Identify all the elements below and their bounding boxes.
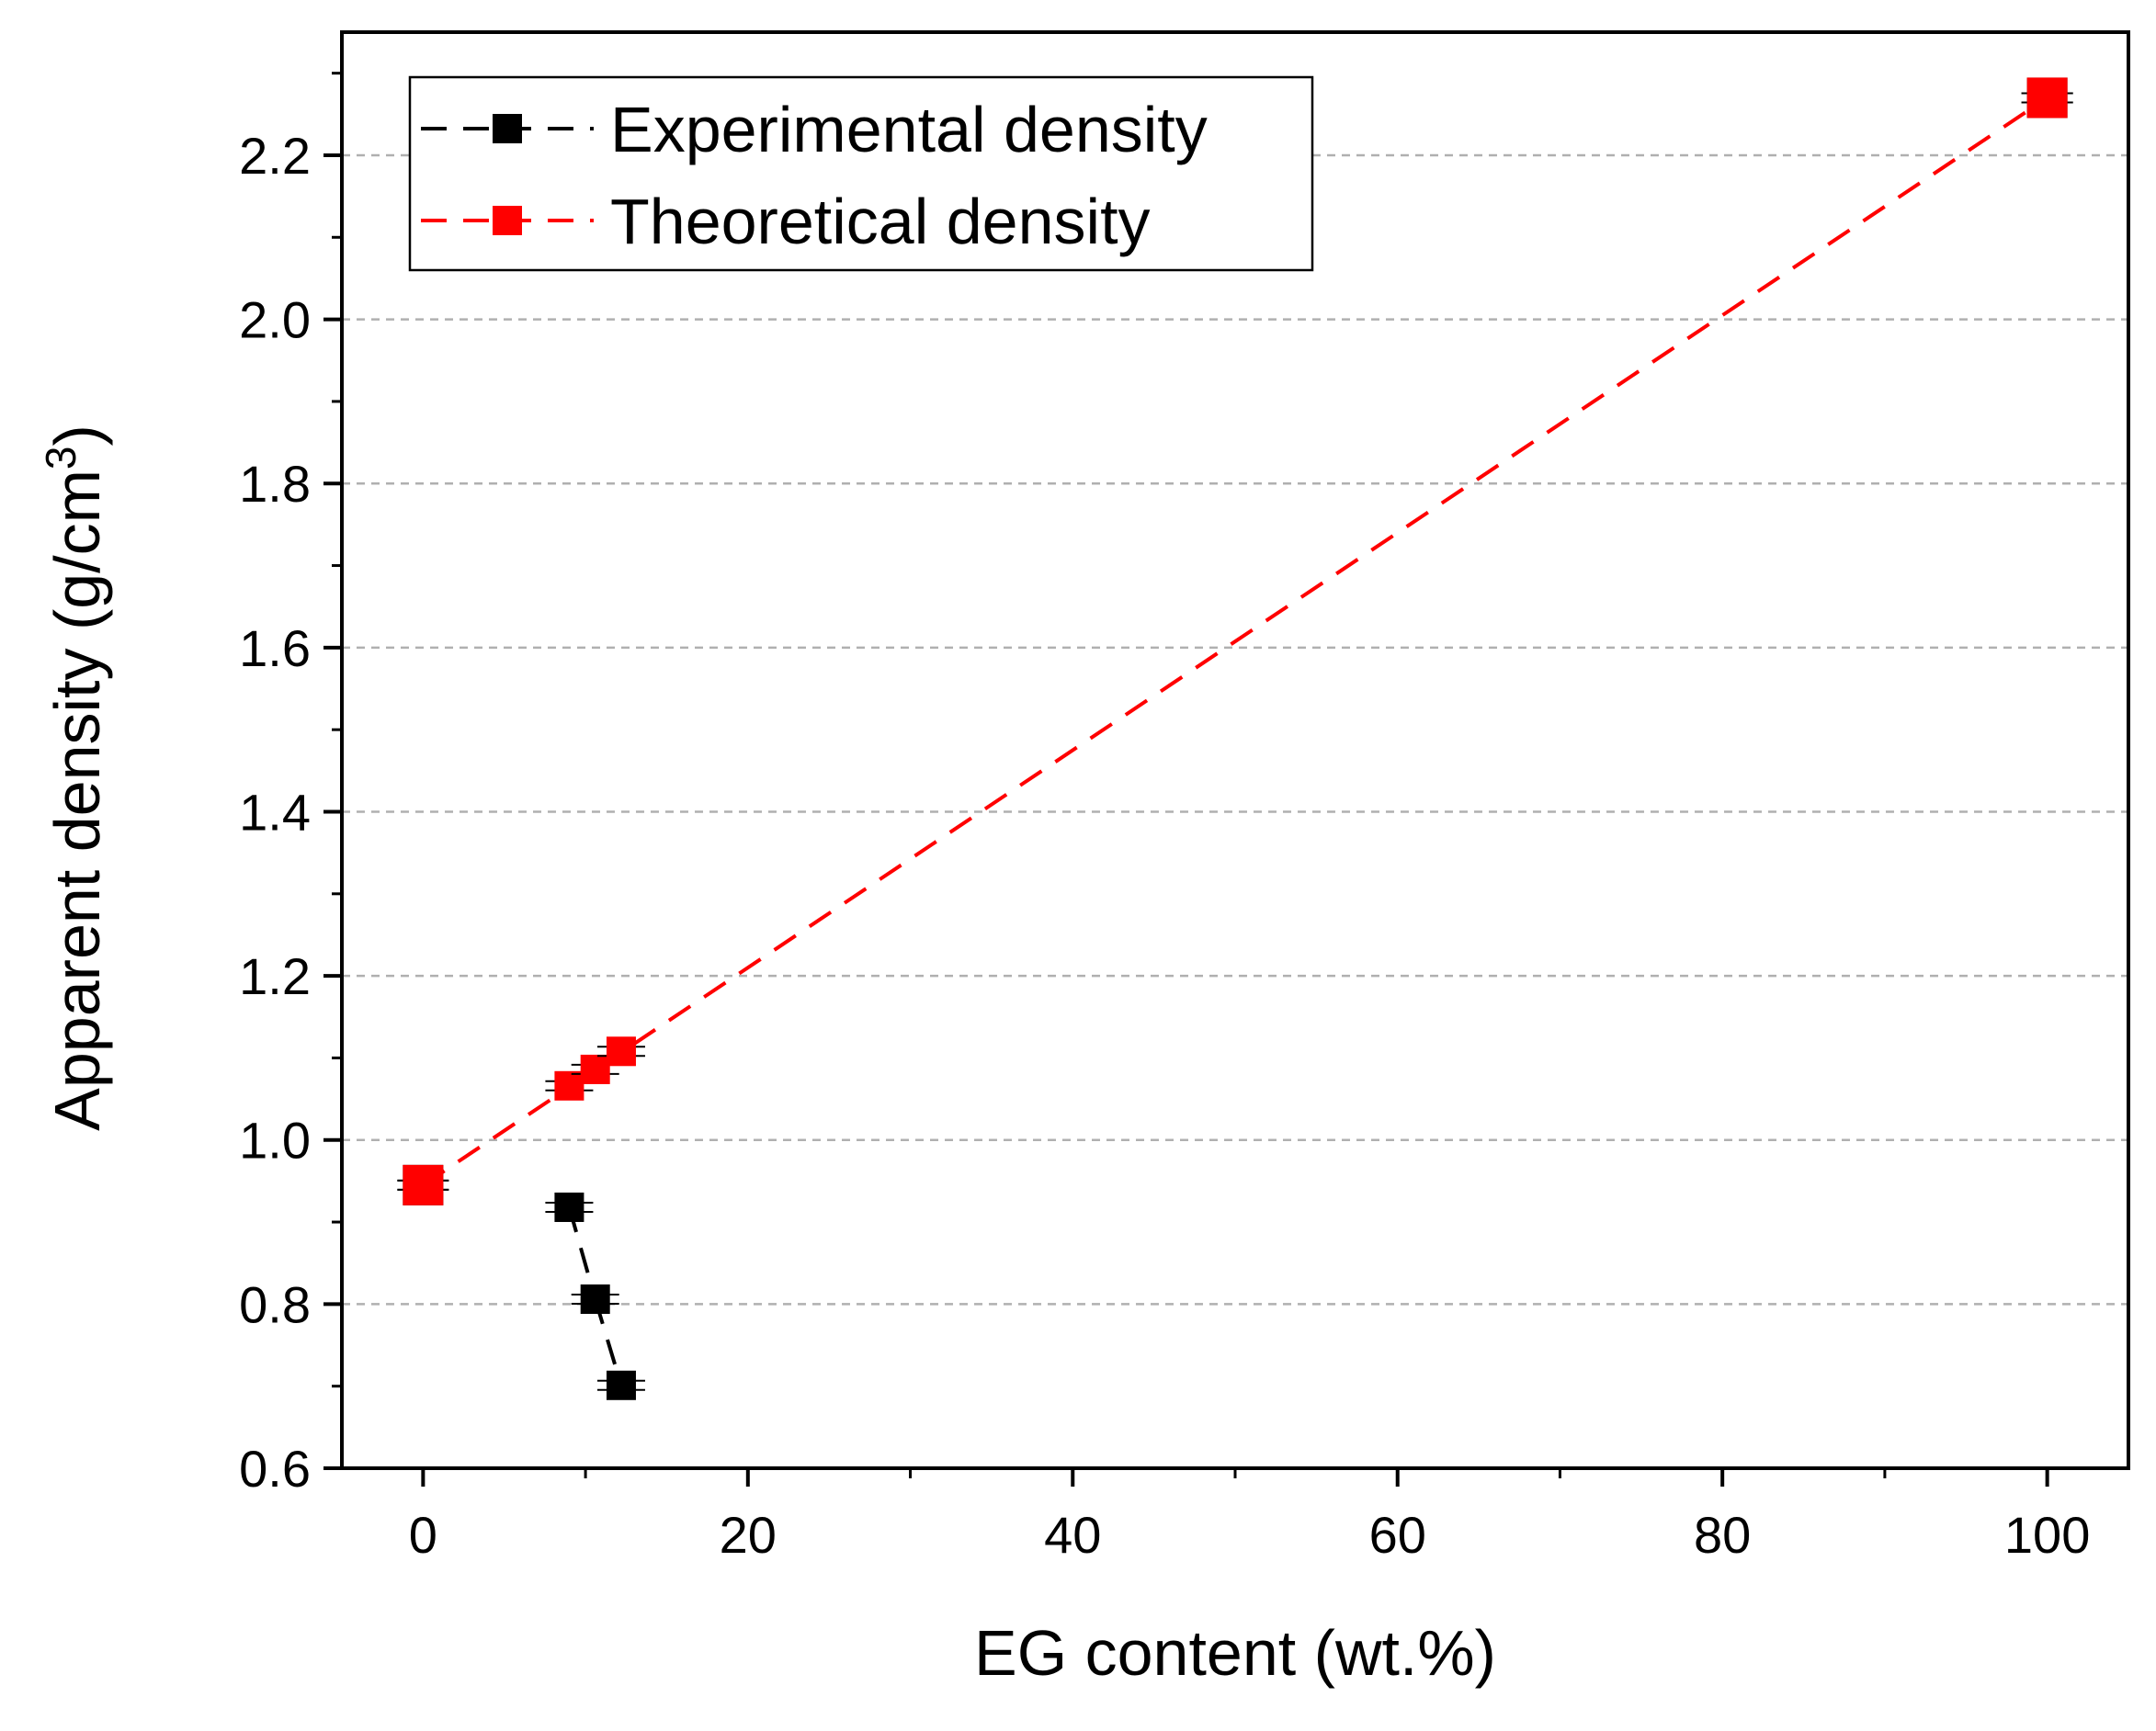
legend-label-theoretical: Theoretical density bbox=[610, 186, 1151, 257]
data-point-theoretical bbox=[554, 1070, 584, 1101]
y-tick-label: 1.8 bbox=[239, 455, 311, 513]
legend-marker-theoretical bbox=[493, 206, 522, 235]
y-tick-label: 2.2 bbox=[239, 127, 311, 185]
data-points-layer bbox=[397, 77, 2073, 1400]
data-point-theoretical bbox=[580, 1054, 610, 1084]
tick-labels-layer: 0 20 40 60 80 100 0.6 0.8 1.0 1.2 1.4 1.6 1.8 2.0 2.2 bbox=[239, 127, 2090, 1564]
legend-box bbox=[408, 75, 1314, 272]
y-tick-label: 1.2 bbox=[239, 947, 311, 1005]
y-tick-label: 1.0 bbox=[239, 1112, 311, 1170]
x-tick-label: 100 bbox=[2004, 1506, 2090, 1564]
y-tick-label: 2.0 bbox=[239, 291, 311, 349]
x-tick-label: 0 bbox=[409, 1506, 437, 1564]
y-axis-title-superscript: 3 bbox=[37, 446, 85, 470]
data-point-experimental bbox=[606, 1370, 636, 1400]
y-tick-label: 0.8 bbox=[239, 1275, 311, 1333]
legend-label-experimental: Experimental density bbox=[610, 94, 1208, 165]
x-tick-label: 80 bbox=[1694, 1506, 1751, 1564]
series-line-theoretical bbox=[422, 96, 2048, 1187]
x-tick-label: 60 bbox=[1369, 1506, 1426, 1564]
grid-layer bbox=[342, 153, 2128, 1306]
y-tick-label: 1.6 bbox=[239, 619, 311, 677]
data-point-experimental bbox=[580, 1284, 610, 1315]
data-point-theoretical bbox=[403, 1164, 444, 1205]
y-tick-label: 0.6 bbox=[239, 1440, 311, 1498]
axis-ticks-layer bbox=[323, 72, 2049, 1487]
x-tick-label: 40 bbox=[1044, 1506, 1101, 1564]
data-point-theoretical bbox=[606, 1036, 636, 1067]
legend-marker-experimental bbox=[493, 114, 522, 143]
x-axis-title: EG content (wt.%) bbox=[974, 1617, 1496, 1689]
series-line-experimental bbox=[567, 1206, 597, 1300]
data-point-theoretical bbox=[2026, 77, 2068, 119]
x-tick-label: 20 bbox=[720, 1506, 777, 1564]
series-lines-layer bbox=[422, 96, 2048, 1386]
y-tick-label: 1.4 bbox=[239, 783, 311, 841]
y-axis-title-main: Apparent density (g/cm bbox=[41, 470, 113, 1131]
y-axis-title-close: ) bbox=[41, 424, 113, 446]
y-axis-title: Apparent density (g/cm3) bbox=[37, 424, 113, 1131]
legend: Experimental density Theoretical density bbox=[408, 75, 1314, 272]
data-point-experimental bbox=[554, 1192, 584, 1222]
